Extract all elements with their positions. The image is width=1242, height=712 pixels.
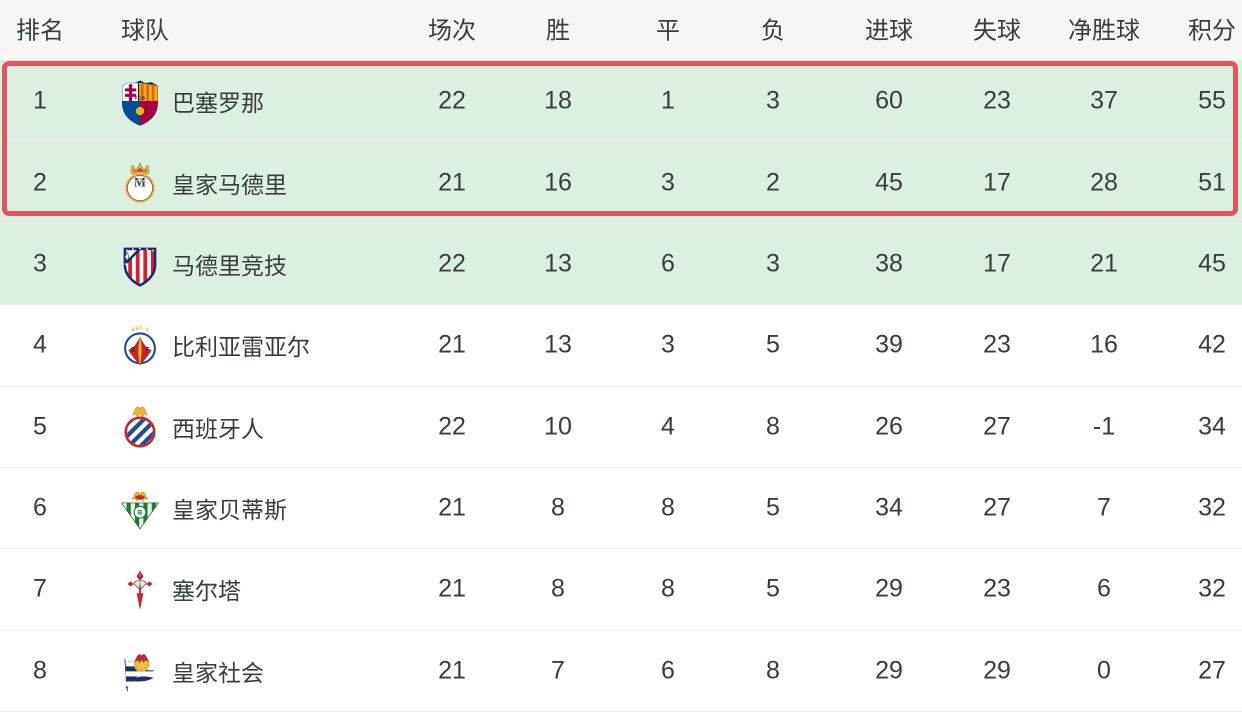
svg-text:F: F	[146, 347, 150, 354]
svg-text:FCB: FCB	[135, 96, 146, 101]
svg-text:B: B	[138, 510, 143, 517]
svg-text:C: C	[131, 347, 136, 354]
